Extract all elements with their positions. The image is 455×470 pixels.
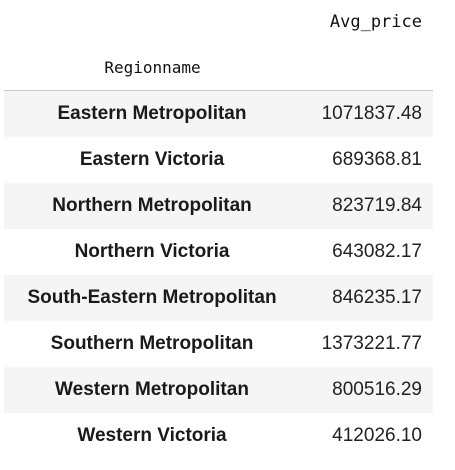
index-name-regionname: Regionname: [104, 58, 201, 77]
column-header-avg-price: Avg_price: [329, 12, 422, 32]
table-row: Northern Metropolitan 823719.84: [4, 183, 433, 229]
row-index-label: Southern Metropolitan: [50, 333, 254, 354]
row-index-label: Western Metropolitan: [55, 379, 249, 400]
avg-price-cell: 823719.84: [332, 195, 422, 216]
table-row: Eastern Metropolitan 1071837.48: [4, 91, 433, 137]
table-row: Northern Victoria 643082.17: [4, 229, 433, 275]
table-row: South-Eastern Metropolitan 846235.17: [4, 275, 433, 321]
avg-price-cell: 643082.17: [332, 241, 422, 262]
row-index-label: Eastern Victoria: [79, 149, 225, 170]
avg-price-cell: 412026.10: [332, 425, 422, 446]
row-index-label: South-Eastern Metropolitan: [27, 287, 277, 308]
avg-price-cell: 689368.81: [332, 149, 422, 170]
header-divider: [4, 90, 433, 91]
avg-price-cell: 846235.17: [332, 287, 422, 308]
avg-price-cell: 1071837.48: [321, 103, 422, 124]
row-index-label: Northern Metropolitan: [52, 195, 252, 216]
row-index-label: Eastern Metropolitan: [57, 103, 247, 124]
table-row: Eastern Victoria 689368.81: [4, 137, 433, 183]
table-row: Southern Metropolitan 1373221.77: [4, 321, 433, 367]
table-row: Western Victoria 412026.10: [4, 413, 433, 459]
row-index-label: Northern Victoria: [74, 241, 230, 262]
table-row: Western Metropolitan 800516.29: [4, 367, 433, 413]
avg-price-cell: 800516.29: [332, 379, 422, 400]
row-index-label: Western Victoria: [77, 425, 227, 446]
table-body: Eastern Metropolitan 1071837.48 Eastern …: [4, 91, 433, 459]
avg-price-cell: 1373221.77: [321, 333, 422, 354]
